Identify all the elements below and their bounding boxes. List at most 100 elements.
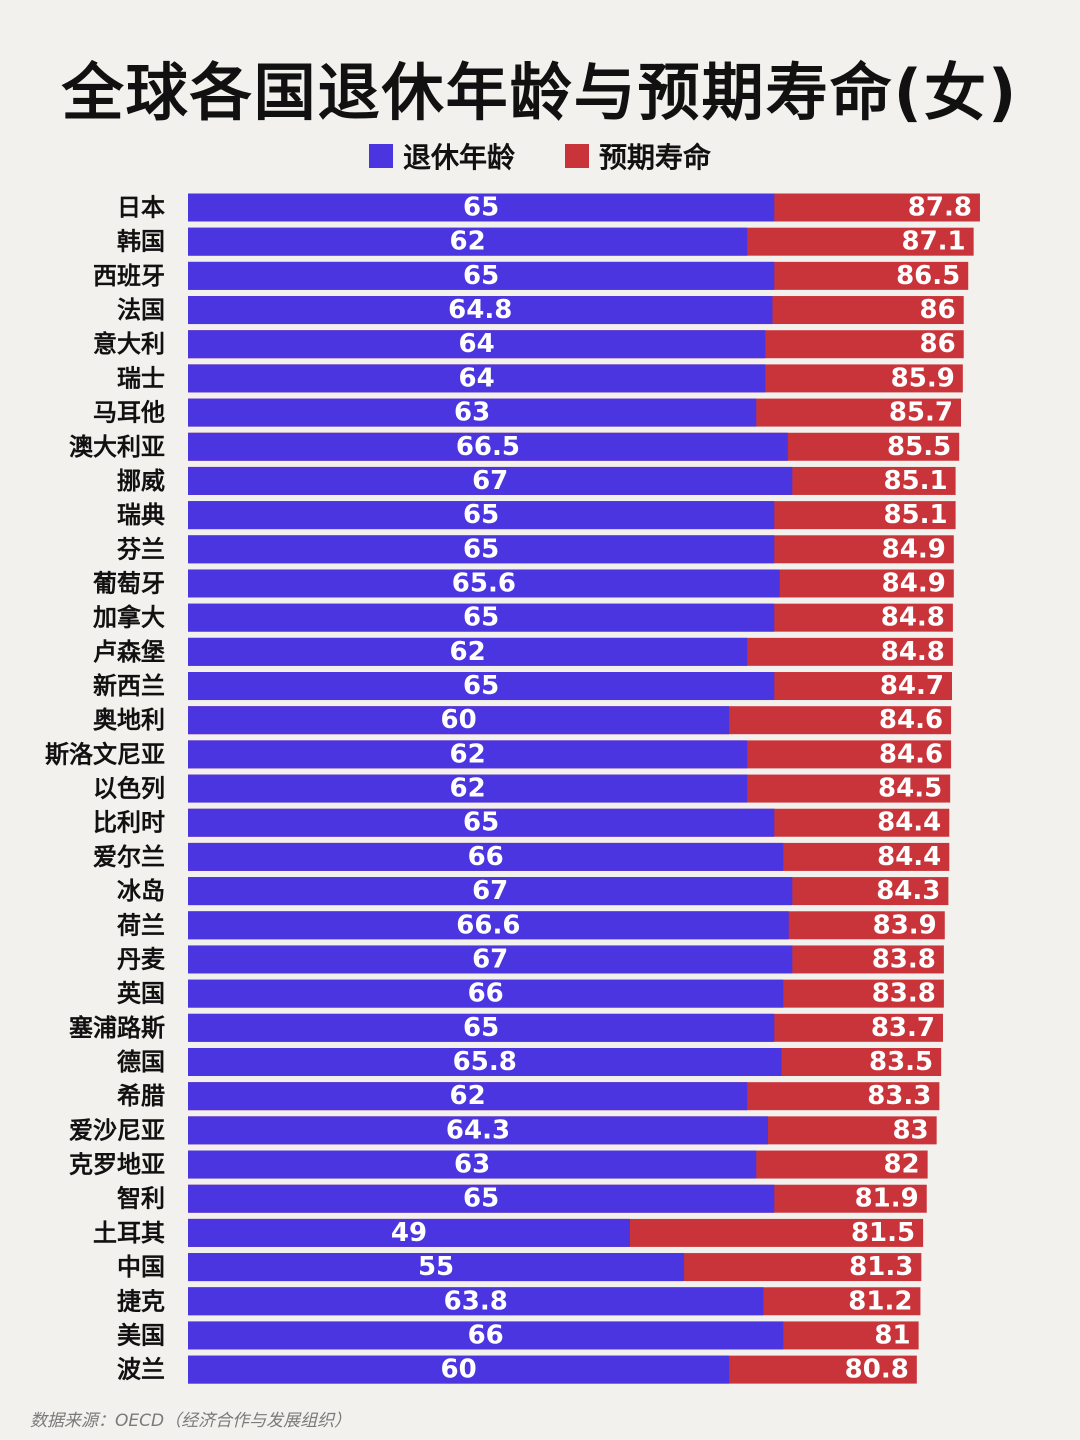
category-label: 捷克 — [117, 1287, 165, 1315]
retire-value-label: 49 — [391, 1218, 427, 1248]
category-label: 荷兰 — [117, 911, 165, 939]
category-label: 西班牙 — [93, 262, 165, 290]
life-value-label: 82 — [883, 1150, 919, 1180]
retire-bar — [188, 1253, 685, 1282]
life-value-label: 85.1 — [883, 500, 947, 530]
retire-bar — [188, 398, 757, 427]
life-value-label: 83.7 — [871, 1013, 935, 1043]
retire-value-label: 65 — [463, 193, 499, 223]
retire-value-label: 64 — [459, 329, 495, 359]
retire-value-label: 67 — [472, 466, 508, 496]
life-value-label: 84.4 — [877, 842, 941, 872]
life-value-label: 81.3 — [849, 1252, 913, 1282]
retire-value-label: 55 — [418, 1252, 454, 1282]
category-label: 比利时 — [93, 809, 165, 837]
life-value-label: 86.5 — [896, 261, 960, 291]
retire-value-label: 65 — [463, 603, 499, 633]
retire-value-label: 63 — [454, 1150, 490, 1180]
category-label: 新西兰 — [93, 672, 165, 700]
life-value-label: 83.8 — [872, 944, 936, 974]
retire-value-label: 64 — [459, 363, 495, 393]
life-value-label: 85.1 — [883, 466, 947, 496]
retire-value-label: 65 — [463, 671, 499, 701]
retire-value-label: 65.6 — [452, 568, 516, 598]
category-label: 韩国 — [117, 228, 165, 256]
life-value-label: 81.2 — [848, 1286, 912, 1316]
category-label: 美国 — [117, 1321, 165, 1349]
category-label: 斯洛文尼亚 — [45, 740, 165, 768]
retire-bar — [188, 535, 775, 564]
category-label: 瑞士 — [117, 364, 165, 392]
category-label: 丹麦 — [117, 945, 166, 973]
category-label: 意大利 — [93, 330, 165, 358]
category-label: 奥地利 — [93, 706, 165, 734]
category-label: 土耳其 — [93, 1219, 165, 1247]
retire-bar — [188, 774, 748, 803]
life-value-label: 86 — [920, 329, 956, 359]
life-value-label: 83.3 — [867, 1081, 931, 1111]
retire-value-label: 62 — [450, 774, 486, 804]
category-label: 克罗地亚 — [69, 1151, 165, 1179]
category-label: 挪威 — [117, 467, 165, 495]
retire-bar — [188, 1184, 775, 1213]
category-label: 法国 — [117, 296, 165, 324]
retire-value-label: 67 — [472, 944, 508, 974]
life-value-label: 84.6 — [879, 739, 943, 769]
category-label: 爱沙尼亚 — [69, 1116, 165, 1144]
retire-value-label: 65 — [463, 1013, 499, 1043]
retire-value-label: 66 — [468, 842, 504, 872]
life-value-label: 83 — [892, 1115, 928, 1145]
legend-swatch-retire — [368, 144, 393, 168]
retire-value-label: 65 — [463, 500, 499, 530]
retire-value-label: 66 — [468, 1320, 504, 1350]
retire-value-label: 67 — [472, 876, 508, 906]
legend-label-life: 预期寿命 — [599, 141, 712, 174]
retire-bar — [188, 466, 793, 495]
retire-bar — [188, 1116, 768, 1145]
retire-bar — [188, 740, 748, 769]
retire-bar — [188, 1218, 630, 1247]
retire-bar — [188, 1082, 748, 1111]
life-value-label: 85.7 — [889, 398, 953, 428]
source-note: 数据来源：OECD（经济合作与发展组织） — [30, 1411, 352, 1431]
category-label: 卢森堡 — [93, 638, 165, 666]
life-value-label: 83.9 — [873, 910, 937, 940]
life-value-label: 84.5 — [878, 774, 942, 804]
life-value-label: 83.8 — [872, 979, 936, 1009]
life-value-label: 80.8 — [845, 1355, 909, 1385]
retire-bar — [188, 603, 775, 632]
retire-value-label: 63 — [454, 398, 490, 428]
category-label: 英国 — [117, 980, 165, 1008]
category-label: 马耳他 — [93, 399, 165, 427]
retire-bar — [188, 261, 775, 290]
retire-bar — [188, 364, 766, 393]
retire-bar — [188, 672, 775, 701]
retire-value-label: 65 — [463, 261, 499, 291]
category-label: 塞浦路斯 — [69, 1014, 165, 1042]
life-value-label: 81.9 — [855, 1184, 919, 1214]
retire-bar — [188, 1355, 730, 1384]
retire-value-label: 65.8 — [453, 1047, 517, 1077]
life-value-label: 81.5 — [851, 1218, 915, 1248]
retire-bar — [188, 706, 730, 735]
legend-swatch-life — [565, 144, 589, 168]
category-label: 澳大利亚 — [69, 433, 165, 461]
retire-value-label: 62 — [450, 227, 486, 257]
retire-value-label: 65 — [463, 534, 499, 564]
retire-bar — [188, 911, 789, 940]
retire-value-label: 66 — [468, 979, 504, 1009]
chart-title: 全球各国退休年龄与预期寿命(女) — [61, 56, 1019, 129]
life-value-label: 84.9 — [882, 568, 946, 598]
category-label: 波兰 — [117, 1356, 165, 1384]
retire-bar — [188, 1048, 782, 1076]
retire-value-label: 64.8 — [448, 295, 512, 325]
category-label: 加拿大 — [93, 604, 165, 632]
life-value-label: 84.8 — [881, 637, 945, 667]
category-label: 智利 — [117, 1185, 165, 1213]
life-value-label: 87.1 — [901, 227, 965, 257]
retire-bar — [188, 432, 788, 461]
category-label: 葡萄牙 — [92, 569, 165, 597]
retire-bar — [188, 945, 793, 974]
life-value-label: 84.4 — [877, 808, 941, 838]
